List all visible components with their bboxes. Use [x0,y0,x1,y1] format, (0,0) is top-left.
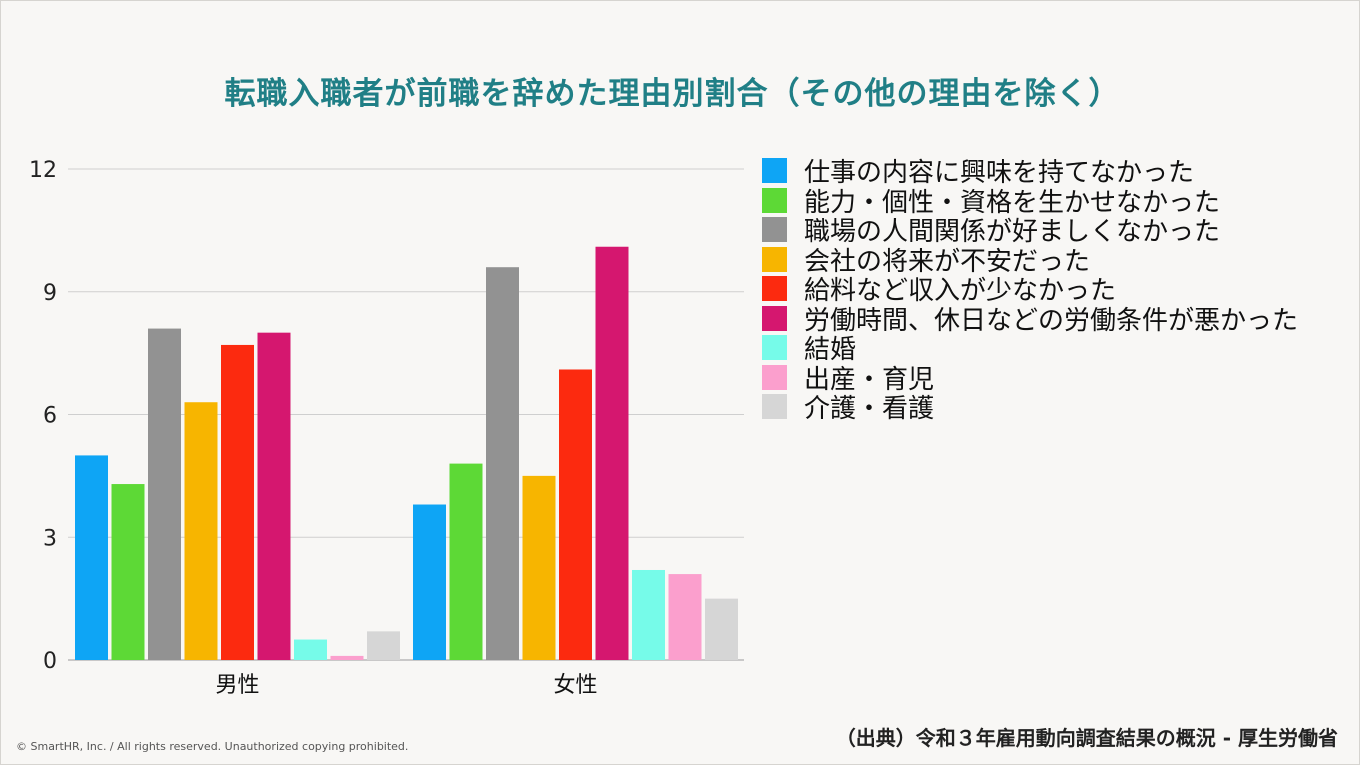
legend-swatch [762,276,787,302]
bars [75,246,738,660]
legend-swatch [762,246,787,272]
legend-label: 労働時間、休日などの労働条件が悪かった [804,305,1299,336]
legend-label: 出産・育児 [804,364,935,395]
legend-label: 会社の将来が不安だった [804,246,1091,277]
legend-label: 介護・看護 [804,394,935,425]
legend-swatch [762,335,787,361]
legend-swatch [762,158,787,184]
legend-swatch [762,394,787,420]
bar [184,402,218,660]
legend-item: 結婚 [762,333,1298,365]
bar [632,569,665,660]
bar [75,455,108,660]
legend-label: 職場の人間関係が好ましくなかった [804,217,1221,248]
legend-label: 給料など収入が少なかった [804,276,1117,307]
legend-item: 給料など収入が少なかった [762,274,1298,306]
legend-swatch [762,217,787,243]
x-axis-categories: 男性 女性 [215,673,597,698]
chart-legend: 仕事の内容に興味を持てなかった 能力・個性・資格を生かせなかった 職場の人間関係が好… [762,156,1298,424]
x-category-label: 男性 [215,673,259,698]
bar [367,631,400,660]
bar [486,267,519,660]
legend-item: 職場の人間関係が好ましくなかった [762,215,1298,247]
legend-item: 仕事の内容に興味を持てなかった [762,156,1298,188]
legend-swatch [762,187,787,213]
y-tick-label: 3 [43,526,57,551]
bar [668,574,702,660]
bar [705,598,738,660]
legend-item: 出産・育児 [762,363,1298,395]
legend-item: 労働時間、休日などの労働条件が悪かった [762,304,1298,336]
legend-item: 会社の将来が不安だった [762,245,1298,277]
legend-item: 能力・個性・資格を生かせなかった [762,186,1298,218]
bar [111,484,145,660]
bar [559,369,592,660]
legend-swatch [762,364,787,390]
y-tick-label: 0 [43,649,57,674]
y-tick-label: 9 [43,281,57,306]
bar [294,639,327,660]
y-axis-ticks: 0 3 6 9 12 [29,158,57,674]
copyright-notice: © SmartHR, Inc. / All rights reserved. U… [16,740,409,753]
source-citation: （出典）令和３年雇用動向調査結果の概況 - 厚生労働省 [835,726,1338,750]
legend-label: 結婚 [804,335,857,366]
bar [522,475,556,660]
legend-swatch [762,305,787,331]
bar [257,332,291,660]
legend-item: 介護・看護 [762,392,1298,424]
bar [595,246,629,660]
bar [330,655,364,660]
bar [221,344,254,660]
legend-label: 能力・個性・資格を生かせなかった [804,187,1221,218]
y-tick-label: 12 [29,158,57,183]
bar [148,328,181,660]
chart-title: 転職入職者が前職を辞めた理由別割合（その他の理由を除く） [224,76,1121,112]
y-tick-label: 6 [43,404,57,429]
bar [413,504,446,660]
x-category-label: 女性 [553,673,597,698]
legend-label: 仕事の内容に興味を持てなかった [804,158,1195,189]
bar [449,463,483,660]
